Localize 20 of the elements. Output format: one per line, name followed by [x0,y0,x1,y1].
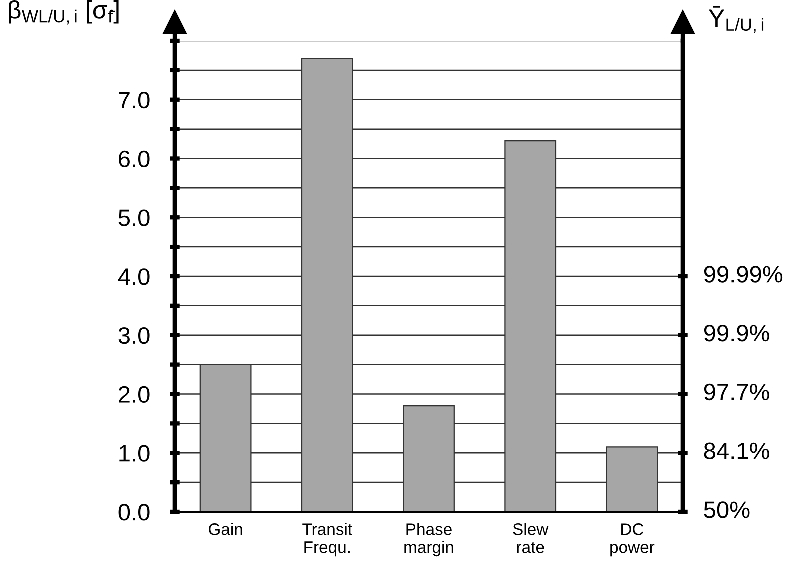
x-tick-label: Transit Frequ. [302,523,352,557]
y-tick-label: 5.0 [118,210,150,226]
x-tick-label: DC power [610,524,655,557]
y-tick-label: 0.0 [118,504,150,521]
y-tick-label: 1.0 [120,445,150,462]
y-tick-label: 6.0 [119,150,150,168]
y-tick-label: 4.0 [118,268,150,286]
text: 97.7% [704,384,770,401]
x-tick-label: Phase margin [404,523,454,557]
y-tick-label: 7.0 [119,92,150,109]
text: 99.99% [704,266,783,283]
y-tick-label: 2.0 [119,386,150,404]
y-axis-title: β$_{WL/U,i}$ [σ$_{f̄}$] [9,0,119,25]
text: 50% [704,502,750,518]
y2-axis-title: Ȳ$_{L/U,i}$ [708,6,764,34]
x-tick-label: Gain [209,523,242,536]
text: 84.1% [704,442,770,460]
y-tick-label: 3.0 [118,327,150,344]
x-tick-label: Slew rate [513,523,549,554]
text: 99.9% [704,324,770,342]
